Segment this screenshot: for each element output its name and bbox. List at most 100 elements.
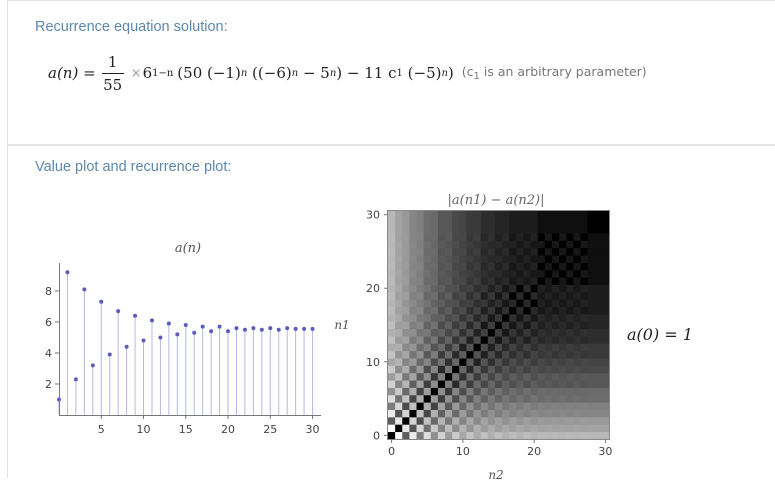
recurrence-cell xyxy=(402,233,410,241)
recurrence-cell xyxy=(416,247,425,256)
recurrence-cell xyxy=(551,394,560,403)
recurrence-cell xyxy=(502,336,510,344)
recurrence-cell xyxy=(423,269,432,278)
recurrence-cell xyxy=(573,321,581,330)
recurrence-cell xyxy=(466,284,474,293)
recurrence-cell xyxy=(395,380,403,388)
recurrence-cell xyxy=(601,240,610,249)
recurrence-cell xyxy=(416,387,425,396)
recurrence-cell xyxy=(601,431,610,440)
recurrence-cell xyxy=(594,350,603,359)
recurrence-cell xyxy=(416,233,425,241)
recurrence-cell xyxy=(445,247,453,256)
recurrence-cell xyxy=(551,336,560,344)
recurrence-cell xyxy=(601,416,610,425)
recurrence-cell xyxy=(423,225,432,234)
recurrence-cell xyxy=(559,365,567,374)
recurrence-cell xyxy=(594,380,603,388)
recurrence-cell xyxy=(480,387,489,396)
recurrence-cell xyxy=(459,262,467,271)
recurrence-cell xyxy=(587,424,596,433)
recurrence-cell xyxy=(487,306,496,315)
recurrence-cell xyxy=(430,284,439,293)
recurrence-cell xyxy=(530,277,539,285)
recurrence-cell xyxy=(587,409,596,418)
recurrence-cell xyxy=(459,299,467,308)
recurrence-cell xyxy=(423,306,432,315)
recurrence-cell xyxy=(423,211,432,219)
recurrence-cell xyxy=(530,321,539,330)
recurrence-cell xyxy=(537,328,546,337)
recurrence-cell xyxy=(395,424,403,433)
recurrence-cell xyxy=(430,313,439,322)
recurrence-cell xyxy=(388,402,396,410)
recurrence-cell xyxy=(480,277,489,285)
recurrence-cell xyxy=(480,225,489,234)
recurrence-cell xyxy=(587,343,596,352)
recurrence-cell xyxy=(601,247,610,256)
recurrence-cell xyxy=(573,218,581,227)
recurrence-cell xyxy=(437,277,446,285)
recurrence-cell xyxy=(502,313,510,322)
recurrence-cell xyxy=(416,284,425,293)
recurrence-cell xyxy=(445,343,453,352)
value-point xyxy=(242,327,247,332)
recurrence-cell xyxy=(516,431,524,440)
recurrence-cell xyxy=(566,431,574,440)
recurrence-cell xyxy=(388,284,396,293)
recurrence-cell xyxy=(480,313,489,322)
recurrence-cell xyxy=(430,394,439,403)
recurrence-cell xyxy=(516,262,524,271)
recurrence-cell xyxy=(601,218,610,227)
recurrence-cell xyxy=(388,225,396,234)
recurrence-cell xyxy=(559,409,567,418)
recurrence-cell xyxy=(544,431,553,440)
recurrence-cell xyxy=(523,328,531,337)
recurrence-cell xyxy=(601,343,610,352)
recurrence-cell xyxy=(402,358,410,366)
recurrence-cell xyxy=(459,343,467,352)
recurrence-cell xyxy=(530,225,539,234)
recurrence-cell xyxy=(494,299,503,308)
value-point xyxy=(158,335,163,340)
recurrence-cell xyxy=(430,387,439,396)
recurrence-cell xyxy=(523,336,531,344)
recurrence-cell xyxy=(594,424,603,433)
recurrence-cell xyxy=(459,394,467,403)
recurrence-cell xyxy=(516,409,524,418)
recurrence-cell xyxy=(473,321,482,330)
recurrence-cell xyxy=(416,328,425,337)
recurrence-cell xyxy=(459,255,467,263)
recurrence-cell xyxy=(459,350,467,359)
recurrence-cell xyxy=(473,365,482,374)
recurrence-cell xyxy=(523,387,531,396)
recurrence-cell xyxy=(544,291,553,300)
recurrence-cell xyxy=(416,343,425,352)
recurrence-cell xyxy=(573,284,581,293)
recurrence-cell xyxy=(388,387,396,396)
recurrence-cell xyxy=(409,211,417,219)
recurrence-cell xyxy=(544,336,553,344)
recurrence-cell xyxy=(566,424,574,433)
recurrence-cell xyxy=(473,269,482,278)
recurrence-cell xyxy=(601,394,610,403)
recurrence-cell xyxy=(437,218,446,227)
recurrence-cell xyxy=(437,306,446,315)
recurrence-cell xyxy=(459,321,467,330)
recurrence-cell xyxy=(601,211,610,219)
recurrence-cell xyxy=(580,394,589,403)
recurrence-cell xyxy=(416,306,425,315)
value-point xyxy=(99,299,104,304)
recurrence-cell xyxy=(466,313,474,322)
recurrence-cell xyxy=(459,431,467,440)
recurrence-cell xyxy=(502,424,510,433)
recurrence-cell xyxy=(587,313,596,322)
recurrence-cell xyxy=(480,284,489,293)
recurrence-cell xyxy=(594,247,603,256)
recurrence-cell xyxy=(537,372,546,381)
recurrence-cell xyxy=(516,350,524,359)
formula-part-c: − 5 xyxy=(298,64,330,82)
recurrence-plot-x-tick-label: 10 xyxy=(456,445,470,458)
recurrence-cell xyxy=(466,343,474,352)
recurrence-cell xyxy=(594,402,603,410)
